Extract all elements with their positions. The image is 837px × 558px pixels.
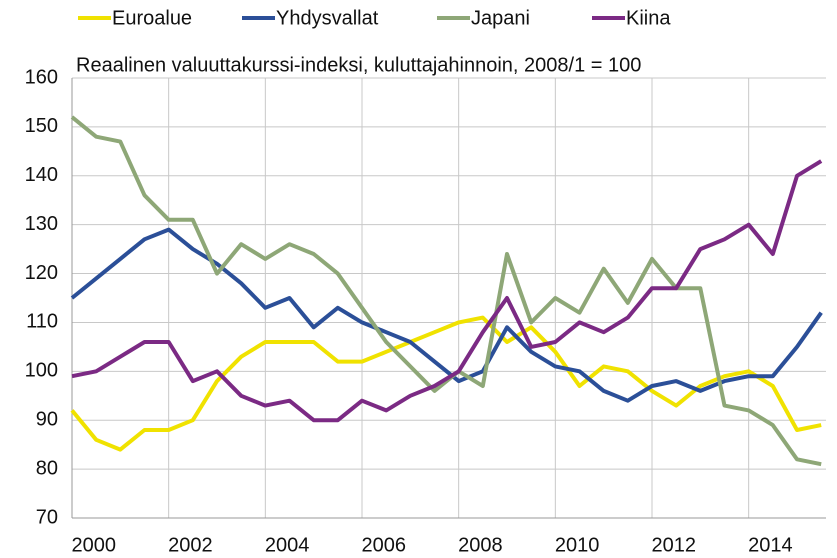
y-tick-label: 90 bbox=[36, 409, 58, 431]
y-tick-label: 160 bbox=[25, 66, 58, 88]
x-tick-label: 2002 bbox=[168, 534, 213, 556]
y-tick-label: 150 bbox=[25, 115, 58, 137]
series-line bbox=[70, 115, 822, 467]
x-tick-label: 2014 bbox=[748, 534, 793, 556]
series-line bbox=[71, 159, 823, 423]
x-tick-label: 2012 bbox=[652, 534, 697, 556]
y-tick-label: 80 bbox=[36, 457, 58, 479]
chart-subtitle: Reaalinen valuuttakurssi-indeksi, kulutt… bbox=[76, 54, 641, 76]
legend-label: Kiina bbox=[626, 7, 671, 29]
x-tick-label: 2004 bbox=[265, 534, 310, 556]
y-tick-label: 140 bbox=[25, 164, 58, 186]
legend-label: Euroalue bbox=[112, 7, 192, 29]
y-tick-label: 130 bbox=[25, 213, 58, 235]
legend-label: Japani bbox=[471, 7, 530, 29]
y-tick-label: 120 bbox=[25, 262, 58, 284]
x-tick-label: 2000 bbox=[72, 534, 117, 556]
series-line bbox=[70, 227, 823, 403]
x-tick-label: 2010 bbox=[555, 534, 600, 556]
legend-label: Yhdysvallat bbox=[276, 7, 379, 29]
y-tick-label: 70 bbox=[36, 506, 58, 528]
x-tick-label: 2006 bbox=[362, 534, 407, 556]
x-tick-label: 2008 bbox=[458, 534, 503, 556]
y-tick-label: 110 bbox=[26, 311, 58, 333]
y-tick-label: 100 bbox=[25, 360, 58, 382]
